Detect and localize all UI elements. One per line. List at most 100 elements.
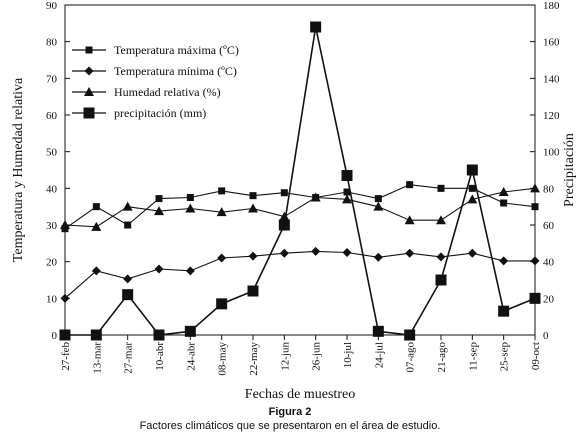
data-point xyxy=(343,188,351,196)
data-point xyxy=(185,203,196,213)
data-point xyxy=(372,325,384,337)
y-left-tick-label: 10 xyxy=(46,293,58,305)
data-point xyxy=(91,221,102,231)
data-point xyxy=(310,21,322,33)
data-point xyxy=(216,207,227,217)
data-point xyxy=(218,187,226,195)
data-point xyxy=(467,194,478,204)
data-point xyxy=(280,189,288,197)
y-axis-left-label: Temperatura y Humedad relativa xyxy=(11,77,26,262)
y-right-tick-label: 120 xyxy=(543,110,560,122)
x-tick-label: 09-oct xyxy=(530,342,542,370)
x-tick-label: 26-jun xyxy=(311,342,323,371)
legend-marker xyxy=(84,66,94,76)
data-point xyxy=(498,305,510,317)
data-point xyxy=(59,329,71,341)
figure-title: Figura 2 xyxy=(268,406,312,418)
data-point xyxy=(248,251,258,261)
data-point xyxy=(249,192,257,200)
y-left-tick-label: 30 xyxy=(46,220,58,232)
data-point xyxy=(90,329,102,341)
x-tick-label: 07-ago xyxy=(405,342,417,373)
data-point xyxy=(91,266,101,276)
data-point xyxy=(124,221,132,229)
data-point xyxy=(60,220,70,229)
figure-caption: Factores climáticos que se presentaron e… xyxy=(139,420,441,432)
data-point xyxy=(466,164,478,176)
x-tick-label: 24-abr xyxy=(185,342,197,371)
legend-item: Humedad relativa (%) xyxy=(72,85,221,99)
x-tick-label: 21-ago xyxy=(436,342,448,373)
data-point xyxy=(185,266,195,276)
legend-item: Temperatura mínima (ºC) xyxy=(72,64,237,78)
x-tick-label: 11-sep xyxy=(467,342,479,371)
data-point xyxy=(342,194,352,204)
data-point xyxy=(405,248,415,258)
x-tick-label: 13-mar xyxy=(91,342,103,374)
data-point xyxy=(499,256,509,266)
data-point xyxy=(186,194,194,201)
data-point xyxy=(404,215,415,225)
series-2 xyxy=(60,246,540,303)
y-right-tick-label: 180 xyxy=(543,0,560,12)
data-point xyxy=(498,187,509,196)
legend-label: Temperatura máxima (ºC) xyxy=(114,43,239,57)
y-right-tick-label: 160 xyxy=(543,37,560,49)
data-point xyxy=(342,248,352,257)
data-point xyxy=(435,274,447,286)
legend-label: Temperatura mínima (ºC) xyxy=(114,64,237,78)
series-3 xyxy=(60,183,540,231)
axes: 0 10 20 30 40 50 60 70 80 90 0 20 40 60 80 100 120 140 160… xyxy=(46,0,560,376)
y-left-tick-label: 70 xyxy=(46,73,58,85)
y-left-tick-label: 20 xyxy=(46,257,58,269)
data-point xyxy=(531,203,539,211)
series-line xyxy=(64,187,536,228)
data-point xyxy=(373,252,383,262)
y-left-tick-label: 0 xyxy=(52,330,58,342)
series-4 xyxy=(59,21,541,341)
legend-item: precipitación (mm) xyxy=(72,106,206,120)
data-point xyxy=(122,289,134,301)
series-line xyxy=(64,250,535,299)
data-point xyxy=(468,184,476,192)
data-point xyxy=(123,274,133,284)
data-point xyxy=(216,298,228,310)
data-point xyxy=(153,329,165,341)
y-right-tick-label: 60 xyxy=(543,220,555,232)
data-point xyxy=(155,195,163,203)
plot-frame xyxy=(64,4,536,336)
y-right-tick-label: 0 xyxy=(543,330,549,342)
x-tick-label: 27-mar xyxy=(123,342,135,374)
series-line xyxy=(64,184,536,230)
x-tick-label: 24-jul xyxy=(373,342,385,368)
legend: Temperatura máxima (ºC) Temperatura mínim… xyxy=(72,43,239,120)
x-tick-label: 10-abr xyxy=(154,342,166,371)
data-point xyxy=(530,183,540,193)
series-line xyxy=(65,26,536,336)
legend-item: Temperatura máxima (ºC) xyxy=(72,43,239,57)
data-point xyxy=(437,184,445,192)
data-point xyxy=(310,192,321,202)
data-point xyxy=(404,329,416,341)
data-point xyxy=(467,248,477,258)
y-left-tick-label: 90 xyxy=(46,0,58,12)
x-tick-label: 27-feb xyxy=(60,342,72,371)
data-point xyxy=(530,256,540,266)
legend-marker xyxy=(85,46,93,54)
data-point xyxy=(217,253,227,263)
data-point xyxy=(500,199,508,207)
data-point xyxy=(92,203,100,211)
legend-marker xyxy=(83,107,95,119)
data-point xyxy=(154,206,164,216)
data-point xyxy=(279,211,290,221)
data-point xyxy=(154,264,164,274)
data-point xyxy=(60,293,70,303)
y-axis-right-label: Precipitación xyxy=(562,133,577,207)
y-right-tick-label: 80 xyxy=(543,183,555,195)
x-axis-label: Fechas de muestreo xyxy=(245,387,355,402)
x-tick-label: 10-jul xyxy=(342,342,354,368)
y-right-tick-label: 100 xyxy=(543,147,560,159)
legend-label: Humedad relativa (%) xyxy=(114,85,221,99)
data-point xyxy=(374,195,382,203)
